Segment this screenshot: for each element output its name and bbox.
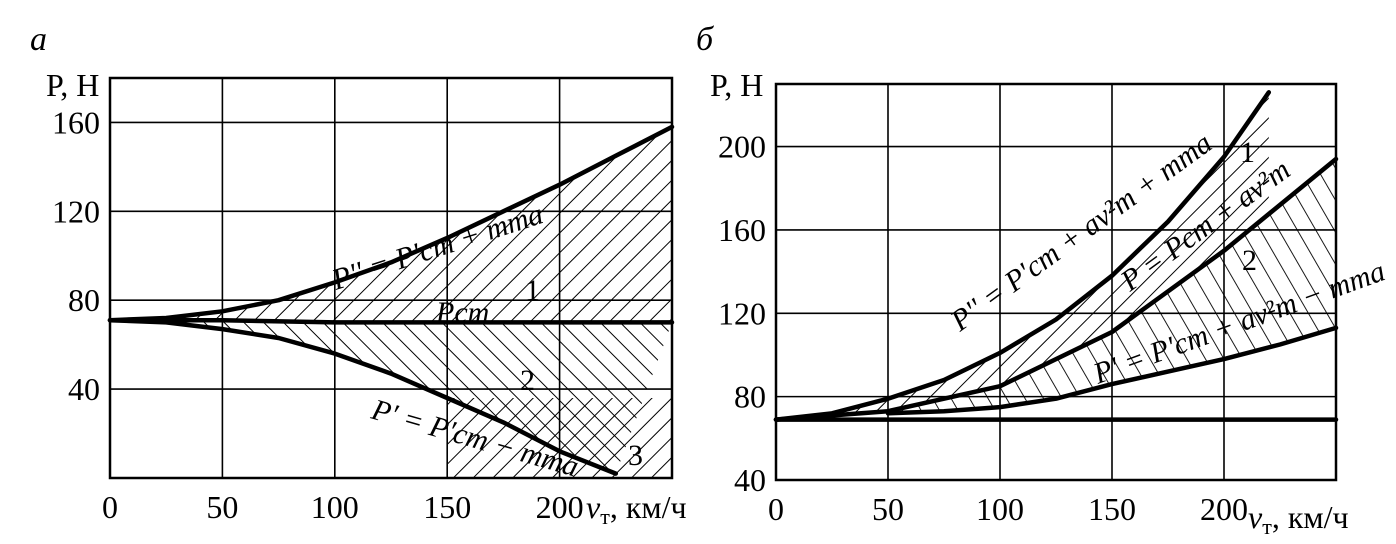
- panel-a-ylabel: P, Н: [46, 67, 99, 103]
- panel-a-region-3-label: 3: [628, 439, 643, 472]
- series-line-1: [107, 317, 675, 325]
- plot-frame: [108, 76, 674, 480]
- y-tick-label-0: 40: [68, 371, 100, 407]
- panel-b-xlabel: vт, км/ч: [1248, 499, 1349, 539]
- panel-b-ylabel: P, Н: [710, 67, 763, 103]
- x-tick-label-1: 50: [872, 491, 904, 527]
- series-line-0: [773, 90, 1272, 422]
- panel-a-grid: [110, 78, 672, 478]
- panel-a-label: а: [30, 21, 47, 58]
- panel-a-static-label: Pст: [435, 296, 489, 329]
- panel-b-frame: [774, 82, 1338, 482]
- x-tick-label-3: 150: [1088, 491, 1136, 527]
- y-tick-label-1: 80: [68, 282, 100, 318]
- panel-a-xlabel: vт, км/ч: [586, 489, 687, 529]
- series-line-1: [773, 156, 1339, 422]
- y-tick-label-2: 120: [718, 295, 766, 331]
- panel-b-region-fills: [776, 92, 1336, 420]
- x-tick-label-3: 150: [423, 489, 471, 525]
- series-line-2: [107, 317, 619, 476]
- series-line-0: [107, 124, 675, 323]
- x-tick-label-0: 0: [102, 489, 118, 525]
- panel-a-ticks: 0 50 100 150 200 40 80 120 160: [52, 104, 584, 525]
- panel-a-curves: [107, 124, 675, 476]
- y-tick-label-2: 120: [52, 193, 100, 229]
- panel-b-label: б: [696, 21, 715, 58]
- panel-b-curves: [773, 90, 1339, 422]
- chart-panel-b: б P, Н vт, км/ч 0 50 100 150 200 40 80 120 160 20…: [696, 21, 1389, 539]
- panel-a-region-2-label: 2: [520, 364, 535, 397]
- y-tick-label-3: 160: [52, 104, 100, 140]
- x-tick-label-2: 100: [311, 489, 359, 525]
- y-tick-label-3: 160: [718, 212, 766, 248]
- y-tick-label-0: 40: [734, 462, 766, 498]
- y-tick-label-4: 200: [718, 129, 766, 165]
- panel-b-region-1-fill: [776, 92, 1269, 420]
- panel-a-region-1-label: 1: [525, 274, 540, 307]
- x-tick-label-1: 50: [206, 489, 238, 525]
- panel-b-region-2-fill: [776, 159, 1336, 420]
- panel-a-frame: [108, 76, 674, 480]
- panel-b-region-1-label: 1: [1240, 136, 1255, 169]
- x-tick-label-0: 0: [768, 491, 784, 527]
- chart-panel-a: а P, Н vт, км/ч 0 50 100 150 200 40 80 120 160 P…: [30, 21, 687, 529]
- x-tick-label-2: 100: [976, 491, 1024, 527]
- x-tick-label-4: 200: [1200, 491, 1248, 527]
- y-tick-label-1: 80: [734, 379, 766, 415]
- series-line-2: [885, 325, 1339, 416]
- x-tick-label-4: 200: [536, 489, 584, 525]
- panel-b-region-2-label: 2: [1242, 244, 1257, 277]
- plot-frame: [774, 82, 1338, 482]
- panel-a-region-1-fill: [110, 126, 672, 323]
- panel-b-ticks: 0 50 100 150 200 40 80 120 160 200: [718, 129, 1248, 527]
